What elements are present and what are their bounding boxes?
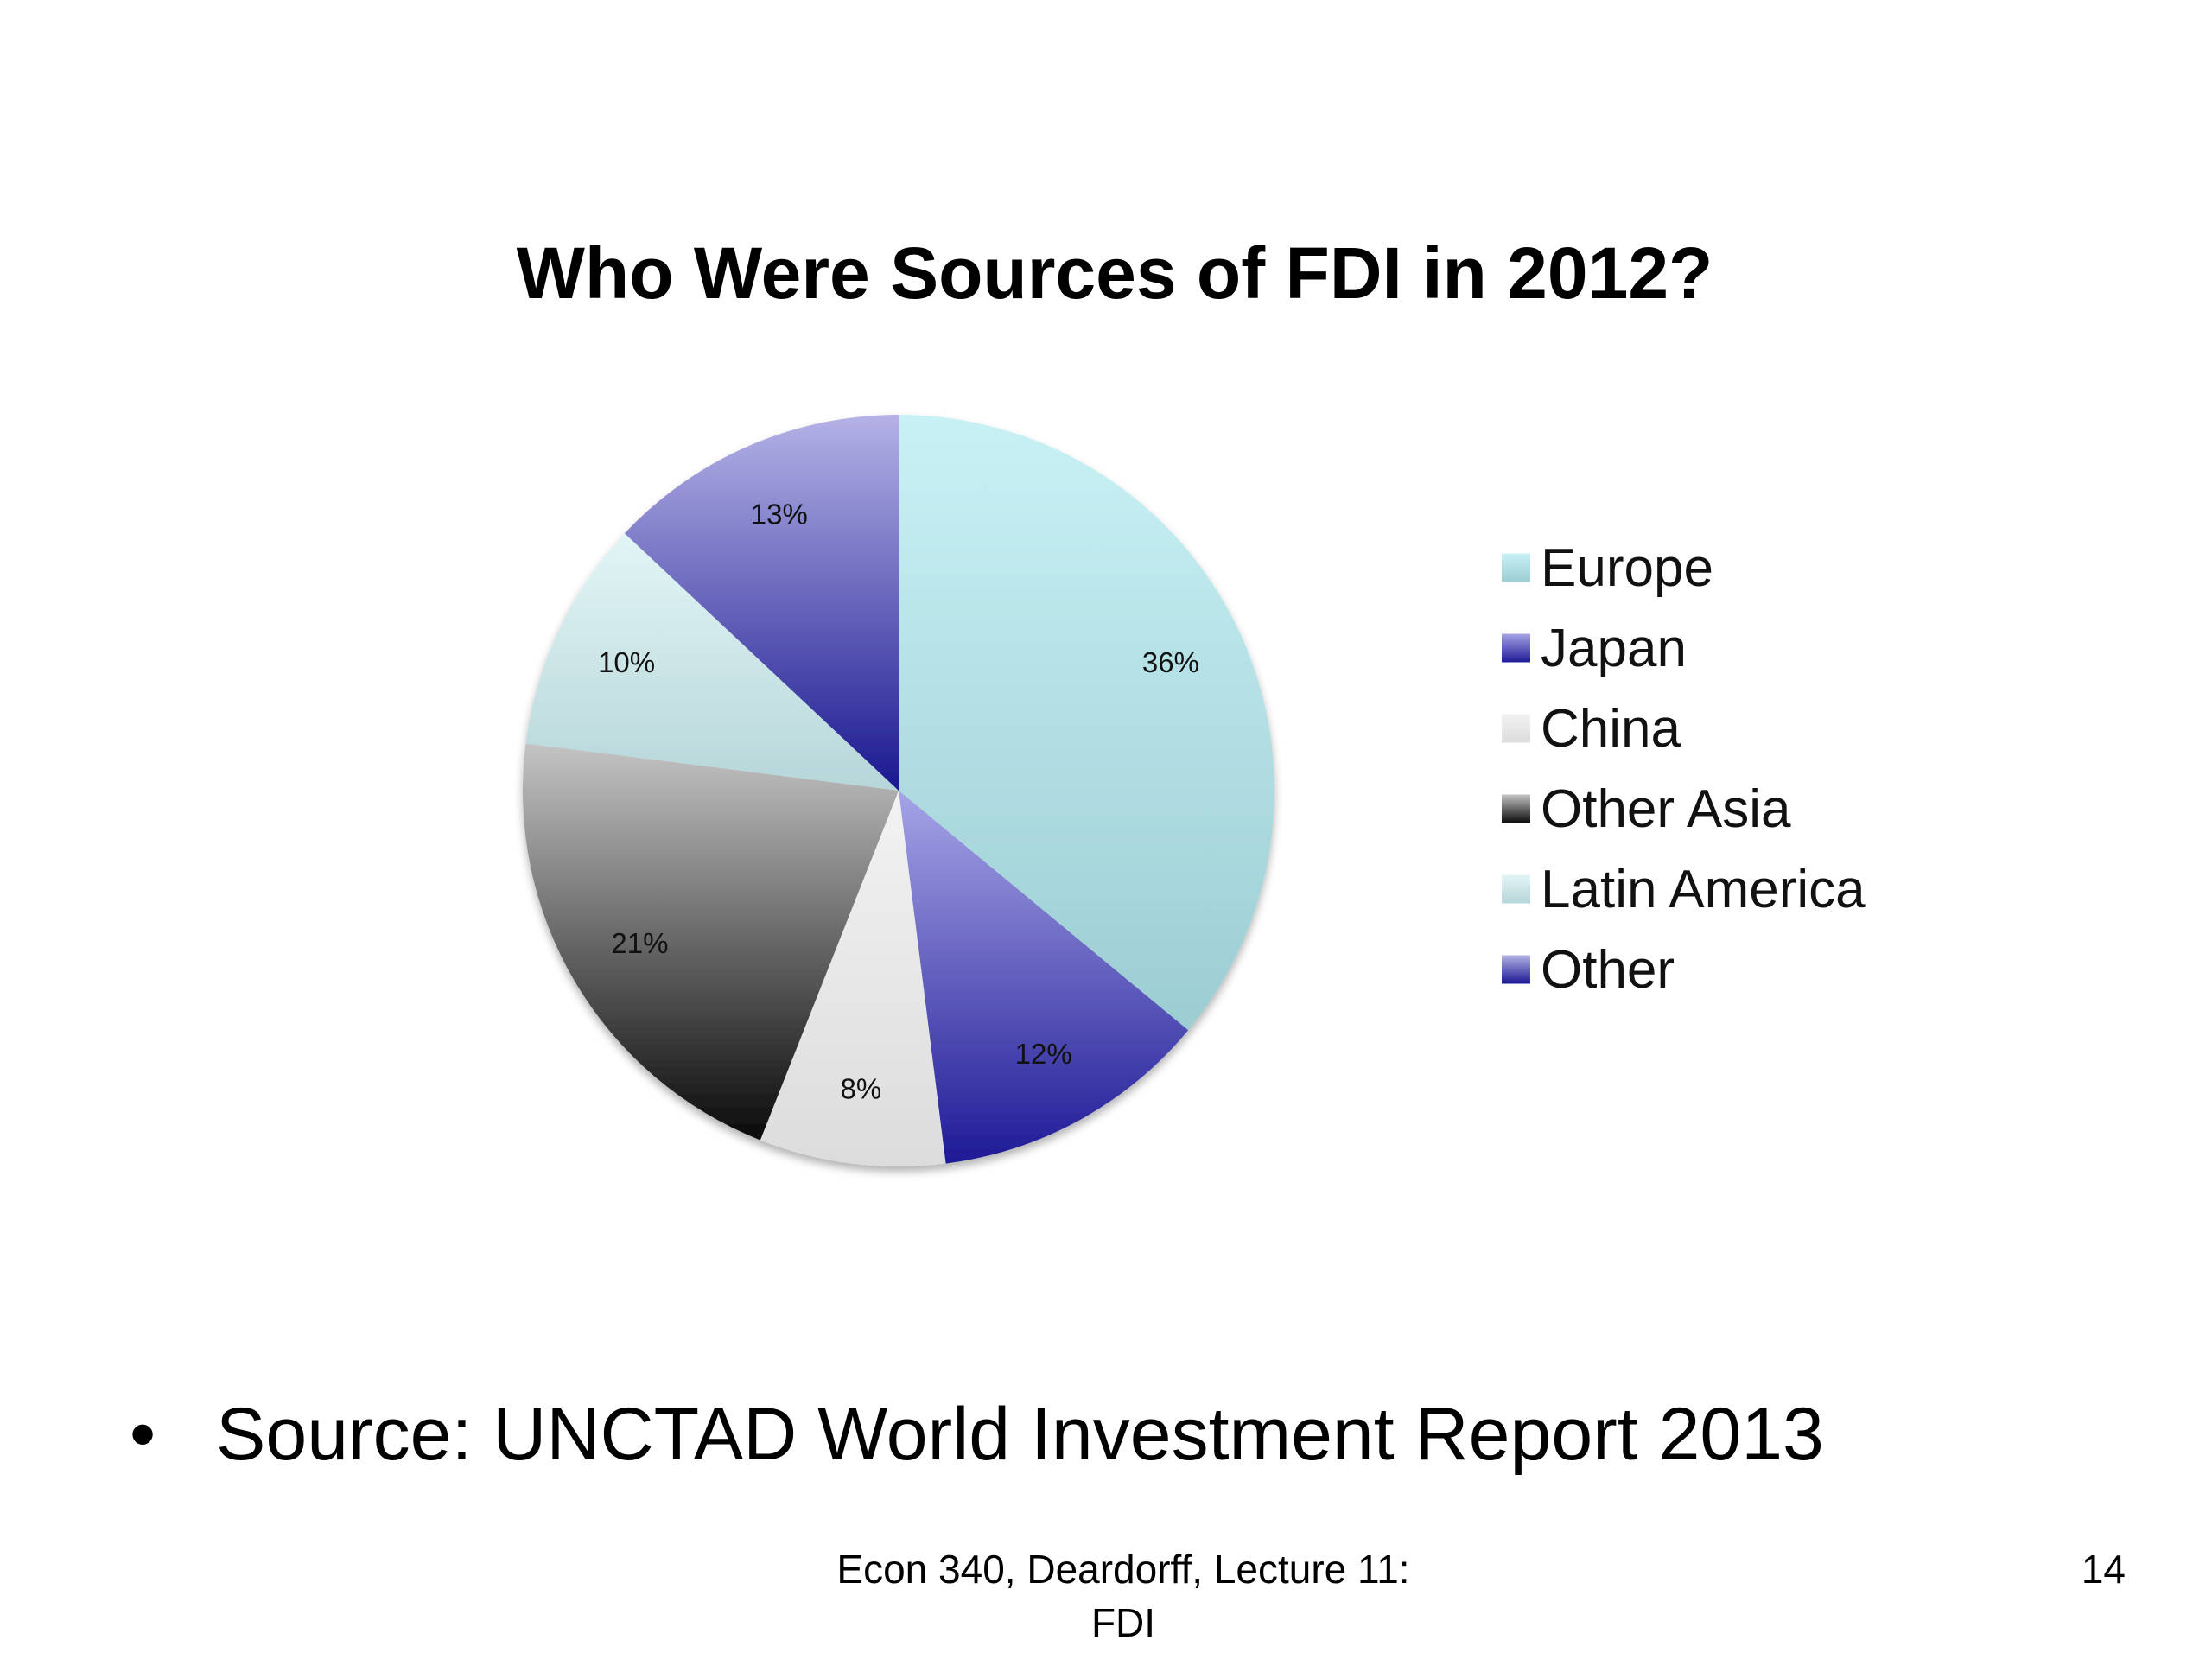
source-text: Source: UNCTAD World Investment Report 2…: [216, 1393, 1824, 1476]
legend-swatch-latin-america: [1502, 874, 1530, 904]
chart-title: Who Were Sources of FDI in 2012?: [517, 232, 1713, 314]
bullet-symbol: •: [130, 1393, 156, 1476]
pie-slice-europe: [899, 415, 1274, 1031]
pie-slice-latin-america: [525, 533, 899, 791]
slice-label-other-asia: 21%: [611, 927, 668, 959]
legend-label-latin-america: Latin America: [1541, 860, 1866, 919]
footer-course-label: Econ 340, Deardorff, Lecture 11: FDI: [778, 1542, 1469, 1649]
legend: Europe Japan China Other Asia Latin America O…: [1502, 538, 1866, 1000]
footer-line-2: FDI: [1090, 1600, 1156, 1645]
legend-swatch-china: [1502, 714, 1530, 743]
pie-slice-labels: 36% 12% 8% 21% 10% 13%: [598, 499, 1199, 1105]
slice-label-latin-america: 10%: [598, 646, 655, 678]
legend-swatch-other-asia: [1502, 794, 1530, 823]
slice-label-europe: 36%: [1142, 646, 1199, 678]
legend-label-other-asia: Other Asia: [1541, 779, 1791, 839]
footer-line-1: Econ 340, Deardorff, Lecture 11:: [836, 1547, 1410, 1592]
legend-label-japan: Japan: [1541, 619, 1687, 678]
slice-label-japan: 12%: [1015, 1038, 1072, 1070]
slice-label-china: 8%: [841, 1072, 882, 1104]
pie-slice-china: [760, 791, 946, 1166]
pie-slices: [523, 415, 1274, 1166]
legend-swatch-japan: [1502, 633, 1530, 663]
pie-slice-japan: [899, 791, 1189, 1164]
legend-swatch-other: [1502, 955, 1530, 984]
slice-label-other: 13%: [751, 499, 808, 531]
pie-body: [523, 415, 1274, 1166]
legend-label-china: China: [1541, 699, 1681, 759]
legend-label-other: Other: [1541, 940, 1675, 1000]
legend-label-europe: Europe: [1541, 538, 1713, 598]
pie-slice-other: [624, 415, 899, 791]
source-bullet: • Source: UNCTAD World Investment Report …: [130, 1391, 1824, 1478]
legend-swatch-europe: [1502, 553, 1530, 582]
page-number: 14: [2081, 1547, 2126, 1592]
pie-slice-other-asia: [523, 743, 899, 1141]
